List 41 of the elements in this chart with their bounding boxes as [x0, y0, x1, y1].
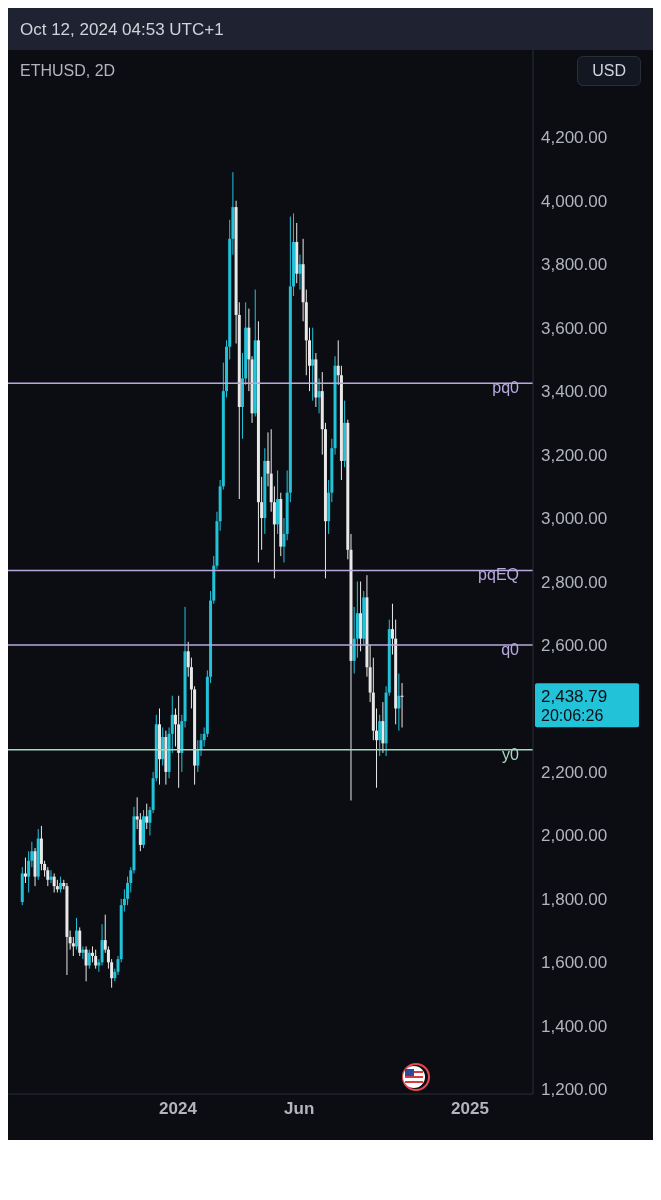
candlestick: [381, 701, 385, 754]
candlestick: [49, 869, 53, 884]
y-tick-label: 3,200.00: [541, 445, 608, 465]
y-tick-label: 3,000.00: [541, 509, 608, 529]
y-tick-label: 4,200.00: [541, 128, 608, 148]
candlestick: [23, 857, 27, 884]
candlestick: [81, 945, 85, 960]
y-axis-title: USD: [577, 56, 641, 86]
y-tick-label: 2,600.00: [541, 636, 608, 656]
candlestick: [161, 726, 165, 767]
y-tick-label: 3,800.00: [541, 255, 608, 275]
y-tick-label: 1,600.00: [541, 953, 608, 973]
y-tick-label: 3,400.00: [541, 382, 608, 402]
text: 2,438.79: [541, 687, 608, 707]
candlestick: [78, 926, 82, 957]
candlestick: [84, 945, 88, 982]
text: ETHUSD, 2D: [20, 62, 116, 80]
y-tick-label: 2,000.00: [541, 826, 608, 846]
y-tick-label: 3,600.00: [541, 318, 608, 338]
y-tick-label: 1,800.00: [541, 889, 608, 909]
y-tick-label: 2,200.00: [541, 762, 608, 782]
y-tick-label: 1,400.00: [541, 1016, 608, 1036]
ref-line-label: pqEQ: [478, 566, 519, 584]
candlestick: [400, 682, 404, 728]
candlestick: [298, 254, 302, 291]
chart-subtitle: Oct 12, 2024 04:53 UTC+1: [20, 19, 225, 41]
y-tick-label: 4,000.00: [541, 191, 608, 211]
x-tick-label: 2025: [451, 1099, 489, 1119]
candlestick: [145, 803, 149, 830]
candlestick: [75, 917, 79, 951]
x-tick-label: 2024: [159, 1099, 198, 1119]
x-tick-label: Jun: [284, 1099, 315, 1119]
candlestick: [87, 949, 91, 970]
candlestick: [94, 949, 98, 970]
candlestick: [378, 714, 382, 757]
text: 20:06:26: [541, 707, 604, 725]
y-tick-label: 2,800.00: [541, 572, 608, 592]
candlestick: [317, 377, 321, 414]
y-tick-label: 1,200.00: [541, 1080, 608, 1100]
ref-line-label: pq0: [492, 379, 520, 397]
ref-line-label: q0: [501, 640, 520, 658]
